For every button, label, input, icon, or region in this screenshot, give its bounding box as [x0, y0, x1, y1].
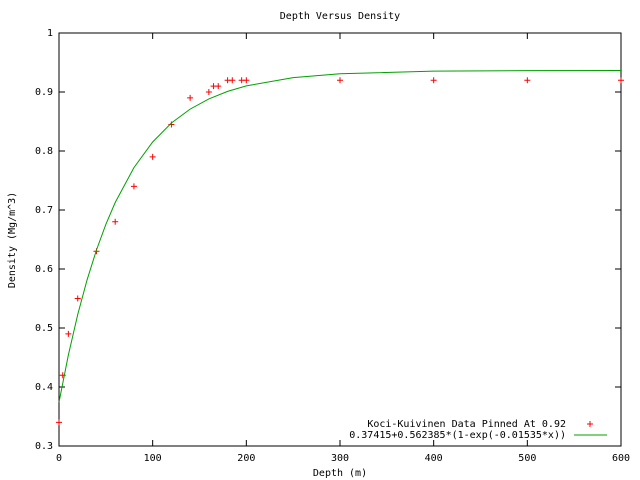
x-tick-label: 600: [612, 453, 630, 464]
y-tick-label: 0.7: [35, 205, 53, 216]
legend-label: Koci-Kuivinen Data Pinned At 0.92: [367, 419, 566, 430]
data-point: [215, 83, 222, 90]
x-axis-label: Depth (m): [313, 468, 367, 479]
x-tick-label: 300: [331, 453, 349, 464]
data-point: [112, 218, 119, 225]
data-point: [65, 330, 72, 337]
y-axis-label: Density (Mg/m^3): [7, 192, 18, 288]
data-point: [430, 77, 437, 84]
data-point: [229, 77, 236, 84]
data-point: [74, 295, 81, 302]
data-point: [243, 77, 250, 84]
x-tick-label: 500: [518, 453, 536, 464]
data-point: [130, 183, 137, 190]
data-point: [187, 94, 194, 101]
data-point: [618, 77, 624, 84]
y-tick-label: 0.4: [35, 382, 53, 393]
y-tick-label: 0.9: [35, 87, 53, 98]
data-point: [524, 77, 531, 84]
legend-swatch: [587, 421, 593, 427]
x-tick-label: 200: [237, 453, 255, 464]
x-tick-label: 400: [425, 453, 443, 464]
x-tick-label: 0: [56, 453, 62, 464]
y-tick-label: 0.6: [35, 264, 53, 275]
y-tick-label: 0.8: [35, 146, 53, 157]
plot-frame: [58, 32, 622, 447]
data-point: [56, 419, 62, 426]
data-point: [337, 77, 343, 84]
chart-title: Depth Versus Density: [280, 11, 400, 22]
fit-line: [58, 69, 622, 403]
x-tick-label: 100: [144, 453, 162, 464]
y-tick-label: 0.5: [35, 323, 53, 334]
data-point: [149, 153, 156, 160]
legend-label: 0.37415+0.562385*(1-exp(-0.01535*x)): [349, 430, 566, 441]
y-tick-label: 1: [47, 28, 53, 39]
data-point: [205, 89, 212, 95]
y-tick-label: 0.3: [35, 441, 53, 452]
